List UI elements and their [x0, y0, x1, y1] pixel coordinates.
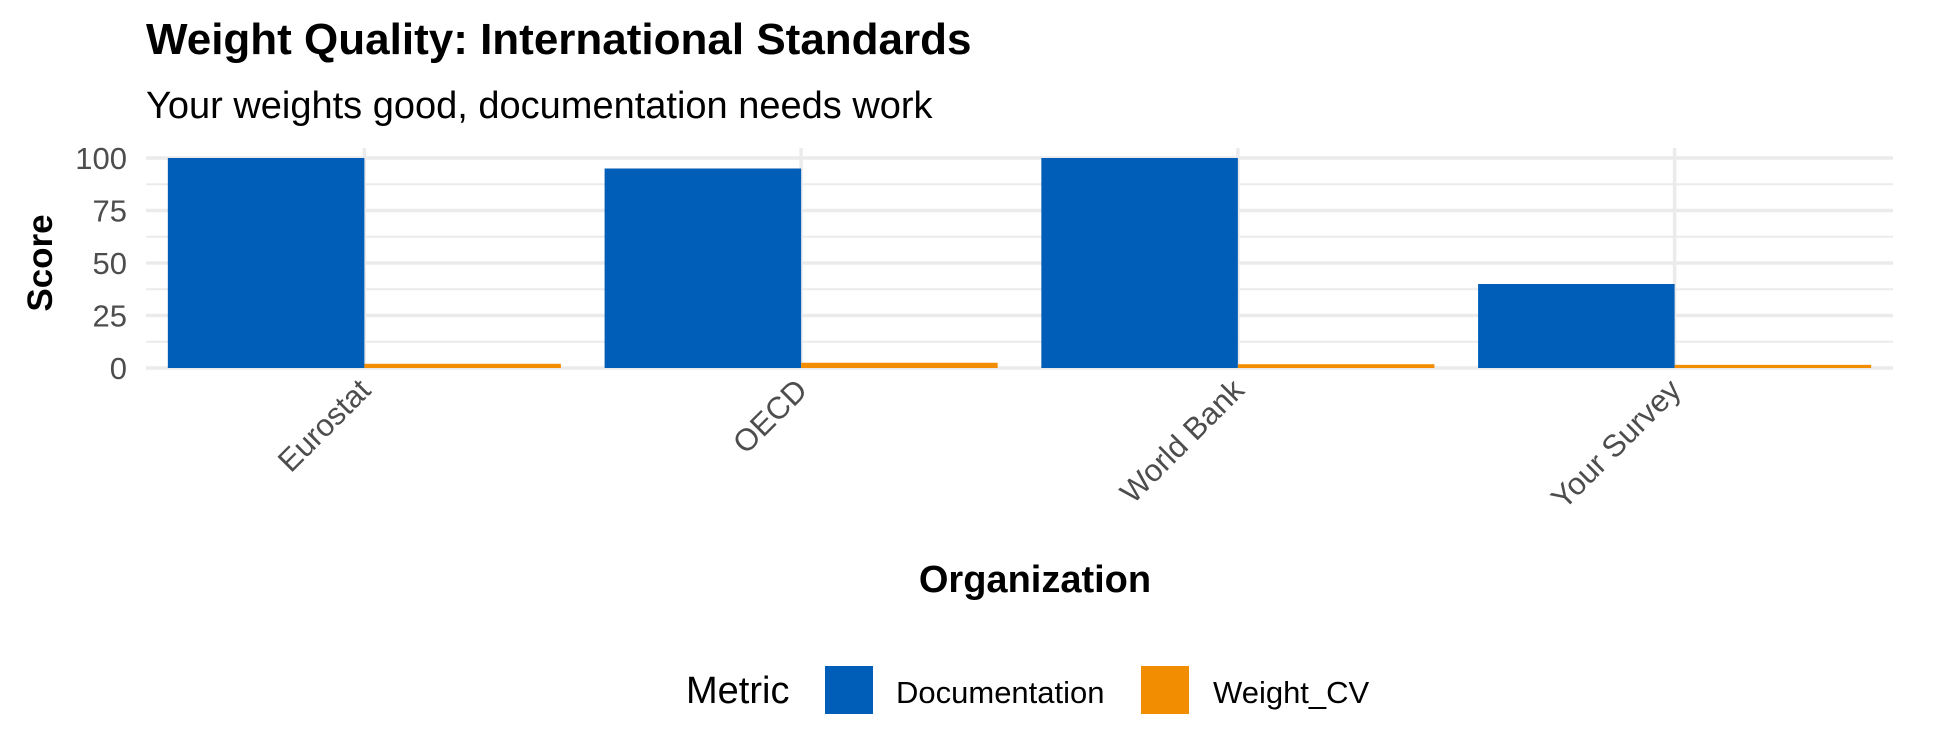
- bar-weight-cv-world-bank: [1237, 364, 1435, 368]
- y-tick-label: 75: [93, 194, 127, 229]
- x-tick-label: Eurostat: [271, 372, 378, 479]
- bar-documentation-world-bank: [1041, 158, 1238, 368]
- y-tick-label: 100: [75, 141, 127, 176]
- y-tick-label: 25: [93, 299, 127, 334]
- bar-weight-cv-eurostat: [364, 363, 561, 368]
- x-tick-label: OECD: [726, 372, 814, 460]
- x-axis-title: Organization: [919, 559, 1151, 601]
- y-tick-label: 50: [93, 246, 127, 281]
- legend-label-documentation: Documentation: [896, 675, 1105, 710]
- chart-subtitle: Your weights good, documentation needs w…: [146, 85, 934, 127]
- x-tick-label: World Bank: [1113, 372, 1251, 510]
- y-axis-title: Score: [21, 214, 60, 311]
- x-axis-ticks: Eurostat OECD World Bank Your Survey: [271, 372, 1688, 516]
- legend-label-weight-cv: Weight_CV: [1213, 675, 1370, 710]
- legend-title: Metric: [686, 670, 789, 712]
- bar-weight-cv-your-survey: [1674, 364, 1872, 368]
- chart-title: Weight Quality: International Standards: [146, 15, 972, 64]
- bar-documentation-eurostat: [167, 158, 365, 368]
- legend-swatch-weight-cv: [1141, 666, 1189, 714]
- x-tick-label: Your Survey: [1544, 372, 1688, 516]
- bar-documentation-oecd: [604, 168, 802, 368]
- bar-documentation-your-survey: [1478, 284, 1675, 368]
- legend: Metric Documentation Weight_CV: [686, 666, 1370, 714]
- y-axis-ticks: 0 25 50 75 100: [75, 141, 127, 386]
- y-tick-label: 0: [110, 351, 127, 386]
- legend-swatch-documentation: [825, 666, 873, 714]
- bar-weight-cv-oecd: [801, 362, 998, 368]
- bars: [167, 158, 1872, 368]
